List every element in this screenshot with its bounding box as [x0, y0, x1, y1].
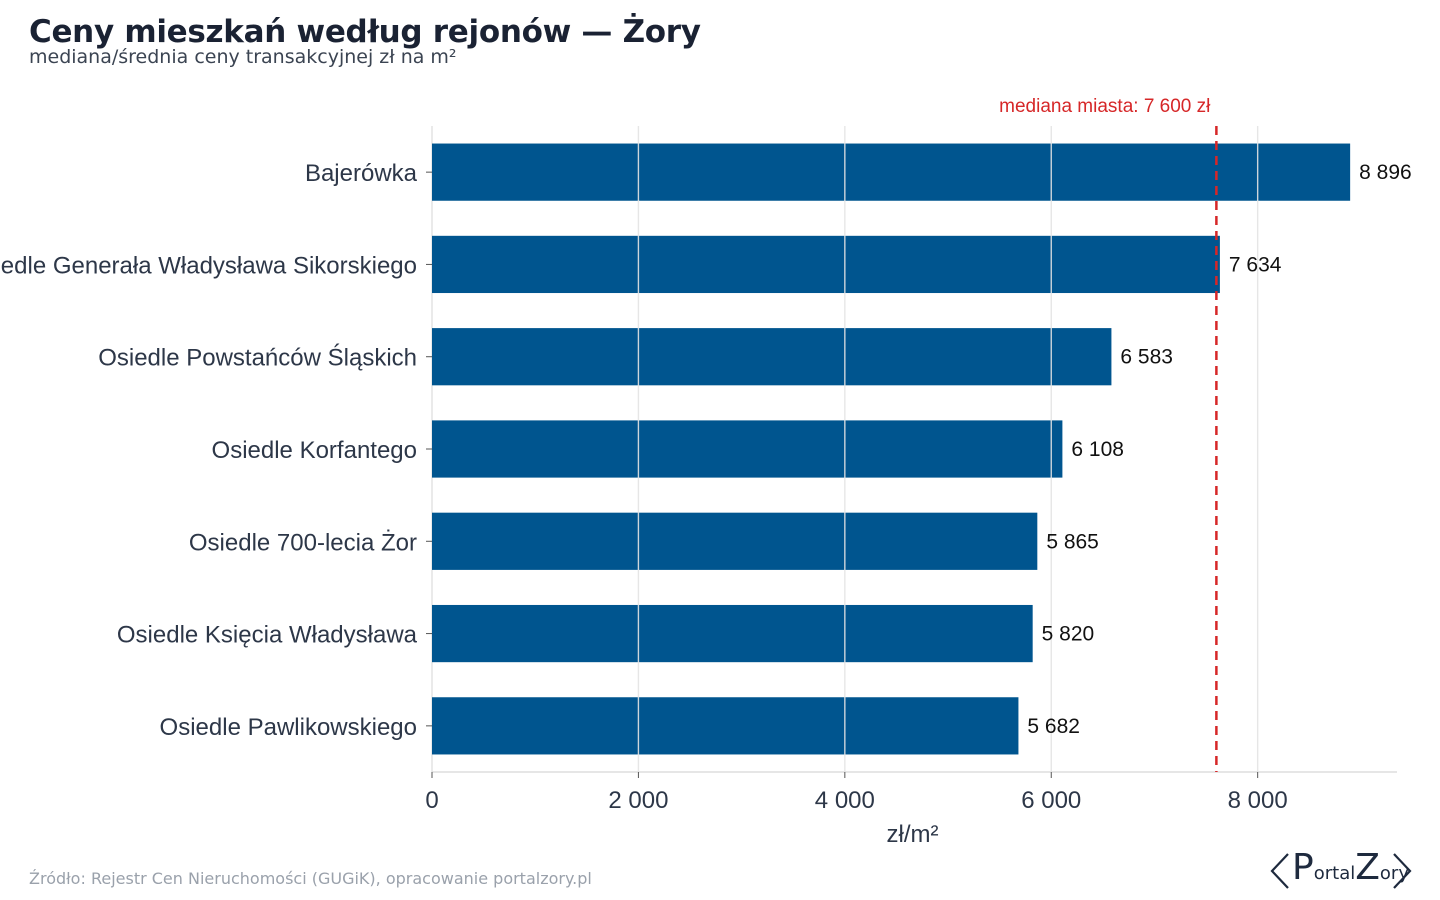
- value-label-5: 5 865: [1046, 530, 1099, 553]
- logo-brackets: [1270, 853, 1412, 889]
- x-tick-label-3: 6 000: [1021, 787, 1081, 814]
- category-label-3: Osiedle Powstańców Śląskich: [98, 344, 417, 372]
- source-note: Źródło: Rejestr Cen Nieruchomości (GUGiK…: [29, 869, 592, 888]
- x-tick-label-0: 0: [425, 787, 438, 814]
- category-label-5: Osiedle 700-lecia Żor: [189, 529, 417, 556]
- value-label-3: 6 583: [1120, 346, 1173, 369]
- portal-logo: PortalZory: [1266, 846, 1416, 896]
- bar-4: [432, 420, 1063, 478]
- category-label-2: Osiedle Generała Władysława Sikorskiego: [0, 252, 417, 279]
- logo-wordmark: PortalZory: [1292, 850, 1409, 886]
- logo-ortal: ortal: [1313, 863, 1356, 884]
- x-tick-label-1: 2 000: [608, 787, 668, 814]
- value-label-6: 5 820: [1042, 623, 1095, 646]
- x-tick-label-4: 8 000: [1228, 787, 1288, 814]
- bar-5: [432, 512, 1038, 570]
- category-label-4: Osiedle Korfantego: [212, 437, 417, 464]
- x-axis-label: zł/m²: [887, 821, 939, 848]
- bar-6: [432, 604, 1033, 663]
- logo-p: P: [1292, 847, 1314, 888]
- bar-1: [432, 143, 1351, 201]
- value-label-1: 8 896: [1359, 161, 1412, 184]
- bar-2: [432, 235, 1220, 294]
- bar-7: [432, 697, 1019, 755]
- median-reference-label: mediana miasta: 7 600 zł: [999, 96, 1211, 117]
- x-tick-label-2: 4 000: [815, 787, 875, 814]
- value-label-4: 6 108: [1071, 438, 1124, 461]
- category-label-1: Bajerówka: [305, 160, 418, 187]
- category-label-7: Osiedle Pawlikowskiego: [160, 714, 417, 741]
- category-label-6: Osiedle Księcia Władysława: [117, 622, 418, 649]
- logo-z: Z: [1355, 847, 1380, 888]
- chart-subtitle: mediana/średnia ceny transakcyjnej zł na…: [29, 46, 457, 68]
- logo-ory: ory: [1379, 863, 1409, 884]
- value-label-2: 7 634: [1229, 253, 1282, 276]
- chart-title: Ceny mieszkań według rejonów — Żory: [29, 14, 701, 50]
- bar-3: [432, 328, 1112, 386]
- value-label-7: 5 682: [1027, 715, 1080, 738]
